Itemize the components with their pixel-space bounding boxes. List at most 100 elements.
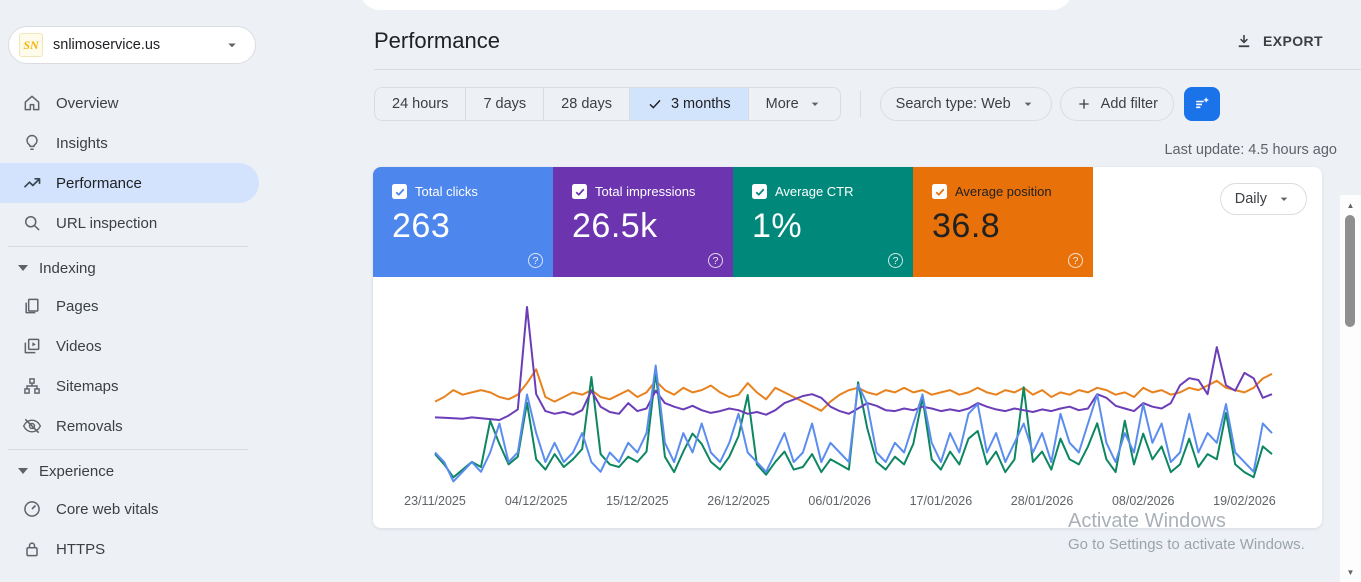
filter-row-divider	[859, 91, 861, 117]
date-range-segmented-control: 24 hours 7 days 28 days 3 months More	[374, 87, 841, 121]
metric-label: Average CTR	[775, 184, 854, 199]
gauge-icon	[22, 499, 42, 519]
help-icon[interactable]: ?	[528, 253, 543, 268]
sitemap-icon	[22, 376, 42, 396]
metric-card-total-clicks[interactable]: Total clicks 263 ?	[373, 167, 553, 277]
sidebar-item-label: Pages	[56, 297, 99, 315]
x-axis-tick-label: 28/01/2026	[1010, 494, 1074, 508]
sidebar-item-overview[interactable]: Overview	[0, 83, 260, 123]
sidebar-item-label: Videos	[56, 337, 102, 355]
metric-checkbox[interactable]	[572, 184, 587, 199]
chip-label: More	[765, 96, 799, 112]
property-selector[interactable]: SN snlimoservice.us	[8, 26, 256, 64]
search-type-dropdown[interactable]: Search type: Web	[879, 87, 1052, 121]
metric-value: 1%	[752, 207, 803, 245]
metric-card-average-position[interactable]: Average position 36.8 ?	[913, 167, 1093, 277]
sidebar-section-label: Experience	[39, 462, 115, 480]
chip-label: 7 days	[483, 96, 527, 112]
date-range-7-days[interactable]: 7 days	[466, 88, 545, 120]
sidebar-item-sitemaps[interactable]: Sitemaps	[0, 366, 260, 406]
sidebar-item-label: Core web vitals	[56, 500, 159, 518]
sidebar-item-label: Overview	[56, 94, 119, 112]
sidebar-item-https[interactable]: HTTPS	[0, 529, 260, 569]
sidebar-item-label: Sitemaps	[56, 377, 119, 395]
search-type-label: Search type: Web	[895, 96, 1011, 112]
help-icon[interactable]: ?	[708, 253, 723, 268]
sidebar-section-experience[interactable]: Experience	[0, 453, 260, 489]
export-label: EXPORT	[1263, 33, 1323, 49]
top-search-bar-remnant	[360, 0, 1072, 10]
sidebar-item-insights[interactable]: Insights	[0, 123, 260, 163]
sidebar-item-label: URL inspection	[56, 214, 158, 232]
help-icon[interactable]: ?	[1068, 253, 1083, 268]
metric-card-total-impressions[interactable]: Total impressions 26.5k ?	[553, 167, 733, 277]
chart-line-clicks	[434, 364, 1273, 483]
chip-label: 24 hours	[392, 96, 449, 112]
chip-label: 28 days	[561, 96, 612, 112]
x-axis-tick-label: 15/12/2025	[606, 494, 669, 508]
header-divider	[374, 69, 1361, 70]
check-icon	[647, 96, 663, 112]
sidebar-item-performance[interactable]: Performance	[0, 163, 259, 203]
metric-card-average-ctr[interactable]: Average CTR 1% ?	[733, 167, 913, 277]
search-icon	[22, 213, 42, 233]
scrollbar-down-arrow[interactable]: ▼	[1346, 568, 1355, 577]
sidebar-item-removals[interactable]: Removals	[0, 406, 260, 446]
metric-label: Total clicks	[415, 184, 478, 199]
scrollbar-up-arrow[interactable]: ▲	[1346, 201, 1355, 210]
collapse-arrow-icon	[18, 265, 28, 271]
video-pages-icon	[22, 336, 42, 356]
sidebar-item-videos[interactable]: Videos	[0, 326, 260, 366]
performance-chart-card: Total clicks 263 ? Total impressions 26.…	[373, 167, 1322, 528]
date-range-24-hours[interactable]: 24 hours	[375, 88, 467, 120]
add-filter-label: Add filter	[1100, 96, 1158, 112]
property-name: snlimoservice.us	[53, 37, 161, 53]
chart-line-impressions	[434, 306, 1273, 421]
sidebar-item-core-web-vitals[interactable]: Core web vitals	[0, 489, 260, 529]
sidebar-section-indexing[interactable]: Indexing	[0, 250, 260, 286]
sidebar-item-label: HTTPS	[56, 540, 106, 558]
sidebar-divider	[8, 449, 248, 450]
date-range-28-days[interactable]: 28 days	[544, 88, 630, 120]
sidebar-section-label: Indexing	[39, 259, 96, 277]
help-icon[interactable]: ?	[888, 253, 903, 268]
chevron-down-icon	[1276, 191, 1292, 207]
interval-label: Daily	[1234, 191, 1267, 207]
x-axis-tick-label: 26/12/2025	[707, 494, 770, 508]
x-axis-tick-label: 17/01/2026	[909, 494, 973, 508]
date-range-3-months[interactable]: 3 months	[629, 88, 749, 120]
home-icon	[22, 93, 42, 113]
performance-chart[interactable]	[373, 277, 1322, 492]
smart-filter-button[interactable]	[1183, 87, 1220, 121]
lightbulb-icon	[22, 133, 42, 153]
metric-checkbox[interactable]	[392, 184, 407, 199]
download-icon	[1235, 32, 1253, 50]
sidebar-item-url-inspection[interactable]: URL inspection	[0, 203, 260, 243]
page-title: Performance	[374, 28, 500, 53]
x-axis-tick-label: 19/02/2026	[1213, 494, 1276, 508]
chip-label: 3 months	[670, 96, 731, 112]
metric-checkbox[interactable]	[932, 184, 947, 199]
chevron-down-icon	[807, 96, 823, 112]
metric-checkbox[interactable]	[752, 184, 767, 199]
metric-value: 263	[392, 207, 451, 245]
sidebar-item-pages[interactable]: Pages	[0, 286, 260, 326]
main-content: Performance EXPORT 24 hours 7 days 28 da…	[260, 0, 1361, 582]
metric-cards: Total clicks 263 ? Total impressions 26.…	[373, 167, 1322, 277]
export-button[interactable]: EXPORT	[1235, 32, 1323, 50]
x-axis-tick-label: 04/12/2025	[504, 494, 568, 508]
sidebar: SN snlimoservice.us Overview Insights Pe…	[0, 0, 260, 582]
sidebar-item-label: Performance	[56, 174, 142, 192]
metric-value: 36.8	[932, 207, 1001, 245]
add-filter-button[interactable]: Add filter	[1059, 87, 1174, 121]
scrollbar-thumb[interactable]	[1345, 215, 1355, 327]
sidebar-item-label: Insights	[56, 134, 108, 152]
vertical-scrollbar[interactable]: ▲ ▼	[1340, 195, 1361, 582]
sidebar-item-label: Removals	[56, 417, 123, 435]
metric-label: Total impressions	[595, 184, 696, 199]
property-logo: SN	[19, 33, 43, 57]
date-range-more-button[interactable]: More	[749, 88, 840, 120]
visibility-off-icon	[22, 416, 42, 436]
x-axis-tick-label: 06/01/2026	[808, 494, 871, 508]
chart-interval-dropdown[interactable]: Daily	[1219, 183, 1307, 215]
